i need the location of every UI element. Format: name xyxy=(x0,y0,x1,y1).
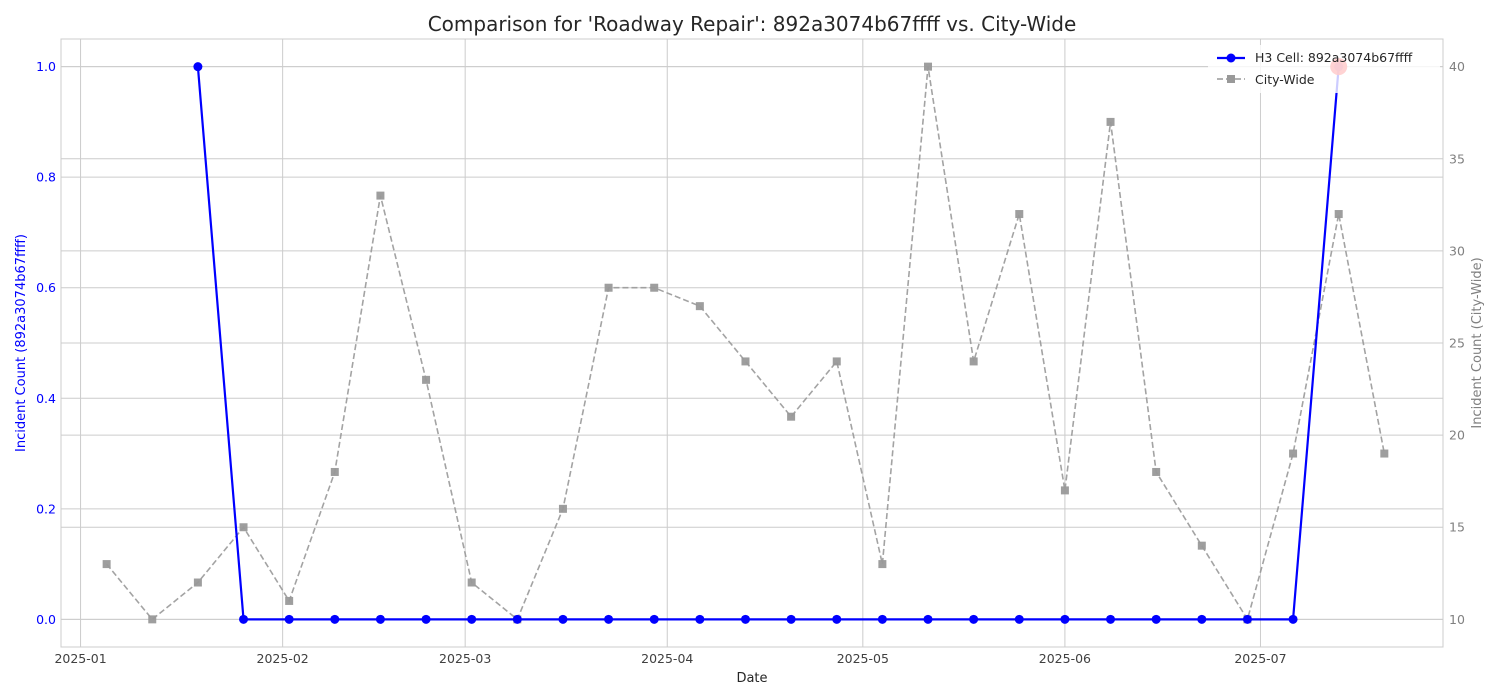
data-point-h3 xyxy=(421,614,431,624)
data-point-citywide xyxy=(102,560,111,569)
x-tick-label: 2025-02 xyxy=(257,651,309,666)
data-point-h3 xyxy=(740,614,750,624)
data-point-citywide xyxy=(1334,210,1343,219)
legend-marker-citywide xyxy=(1227,75,1235,83)
y-left-tick-label: 0.2 xyxy=(36,501,56,516)
legend-label-citywide: City-Wide xyxy=(1255,72,1315,87)
x-tick-label: 2025-06 xyxy=(1039,651,1091,666)
x-tick-label: 2025-03 xyxy=(439,651,491,666)
series-line-citywide xyxy=(106,66,1386,622)
data-point-h3 xyxy=(512,614,522,624)
data-point-h3 xyxy=(923,614,933,624)
data-point-h3 xyxy=(284,614,294,624)
data-point-citywide xyxy=(239,523,248,532)
data-point-h3 xyxy=(832,614,842,624)
data-point-citywide xyxy=(878,560,887,569)
axis-ticks: 2025-01 2025-02 2025-03 2025-04 2025-05 2025-… xyxy=(36,59,1465,666)
data-point-citywide xyxy=(558,504,567,513)
y-axis-right-label: Incident Count (City-Wide) xyxy=(1470,257,1485,428)
data-point-citywide xyxy=(467,578,476,587)
data-point-citywide xyxy=(969,357,978,366)
data-point-h3 xyxy=(1242,614,1252,624)
data-point-h3 xyxy=(1151,614,1161,624)
data-point-h3 xyxy=(1288,614,1298,624)
y-left-tick-label: 1.0 xyxy=(36,59,56,74)
y-right-tick-label: 30 xyxy=(1449,243,1465,258)
legend-box xyxy=(1208,45,1440,93)
data-point-h3 xyxy=(877,614,887,624)
data-point-h3 xyxy=(239,614,249,624)
data-point-citywide xyxy=(148,615,157,624)
data-point-citywide xyxy=(1380,449,1389,458)
x-tick-label: 2025-07 xyxy=(1234,651,1286,666)
x-tick-label: 2025-04 xyxy=(641,651,693,666)
data-point-citywide xyxy=(1060,486,1069,495)
y-right-tick-label: 10 xyxy=(1449,612,1465,627)
x-tick-label: 2025-05 xyxy=(837,651,889,666)
data-point-citywide xyxy=(193,578,202,587)
data-point-citywide xyxy=(330,467,339,476)
data-point-h3 xyxy=(375,614,385,624)
legend-label-h3: H3 Cell: 892a3074b67ffff xyxy=(1255,50,1413,65)
data-point-citywide xyxy=(1106,117,1115,126)
data-point-citywide xyxy=(604,283,613,292)
data-point-h3 xyxy=(604,614,614,624)
y-right-tick-label: 15 xyxy=(1449,520,1465,535)
y-axis-left-label: Incident Count (892a3074b67ffff) xyxy=(14,234,29,452)
data-point-citywide xyxy=(832,357,841,366)
y-left-tick-label: 0.4 xyxy=(36,391,56,406)
data-point-citywide xyxy=(422,375,431,384)
data-point-h3 xyxy=(330,614,340,624)
y-right-tick-label: 20 xyxy=(1449,428,1465,443)
x-tick-label: 2025-01 xyxy=(54,651,106,666)
data-point-h3 xyxy=(467,614,477,624)
y-left-tick-label: 0.0 xyxy=(36,612,56,627)
data-point-h3 xyxy=(193,62,203,72)
data-point-citywide xyxy=(1289,449,1298,458)
y-left-tick-label: 0.8 xyxy=(36,170,56,185)
data-point-citywide xyxy=(924,62,933,71)
data-point-h3 xyxy=(969,614,979,624)
data-point-citywide xyxy=(1197,541,1206,550)
data-point-citywide xyxy=(1015,210,1024,219)
legend-marker-h3 xyxy=(1226,53,1236,63)
data-point-h3 xyxy=(786,614,796,624)
x-axis-label: Date xyxy=(736,671,767,686)
legend: H3 Cell: 892a3074b67ffff City-Wide xyxy=(1208,45,1440,93)
y-right-tick-label: 40 xyxy=(1449,59,1465,74)
y-left-tick-label: 0.6 xyxy=(36,280,56,295)
data-point-h3 xyxy=(695,614,705,624)
y-right-tick-label: 35 xyxy=(1449,151,1465,166)
data-point-h3 xyxy=(1060,614,1070,624)
data-point-citywide xyxy=(741,357,750,366)
series-line-h3 xyxy=(196,66,1340,621)
data-point-citywide xyxy=(285,596,294,605)
data-point-h3 xyxy=(558,614,568,624)
data-point-h3 xyxy=(1014,614,1024,624)
chart-title: Comparison for 'Roadway Repair': 892a307… xyxy=(428,12,1077,36)
data-point-citywide xyxy=(376,191,385,200)
data-point-citywide xyxy=(1152,467,1161,476)
data-point-citywide xyxy=(695,302,704,311)
data-point-h3 xyxy=(1197,614,1207,624)
plot-frame xyxy=(60,38,1444,648)
data-point-citywide xyxy=(650,283,659,292)
data-point-citywide xyxy=(787,412,796,421)
data-point-h3 xyxy=(649,614,659,624)
y-right-tick-label: 25 xyxy=(1449,336,1465,351)
data-point-h3 xyxy=(1106,614,1116,624)
